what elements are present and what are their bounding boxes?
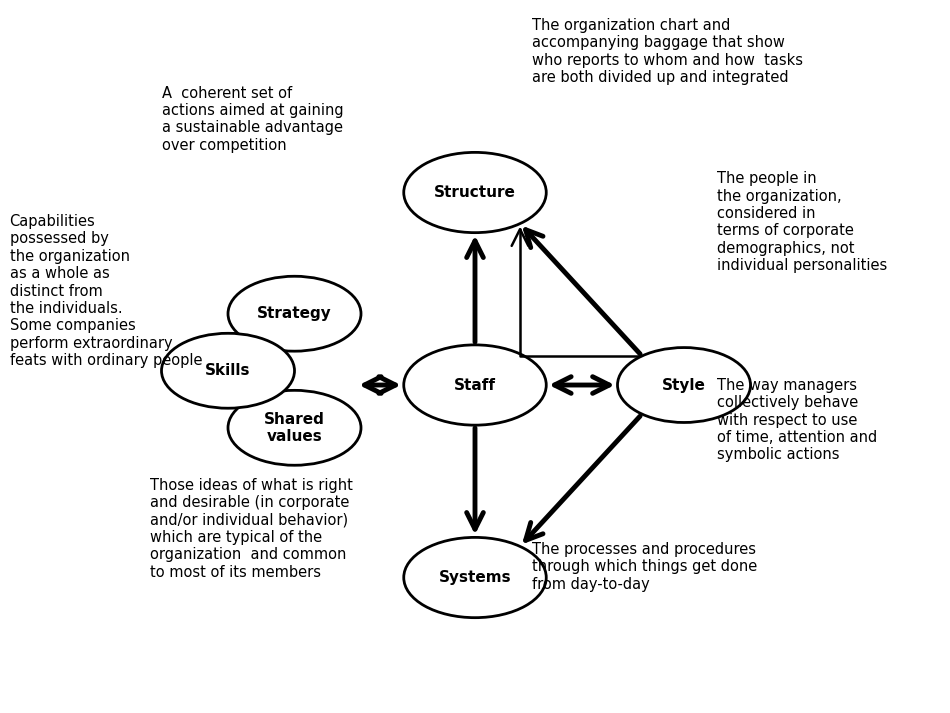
Text: Systems: Systems <box>439 570 511 585</box>
Ellipse shape <box>404 153 546 232</box>
Text: Strategy: Strategy <box>257 306 332 322</box>
Ellipse shape <box>228 276 361 352</box>
Text: Those ideas of what is right
and desirable (in corporate
and/or individual behav: Those ideas of what is right and desirab… <box>150 478 353 580</box>
Text: Structure: Structure <box>434 185 516 200</box>
Text: Capabilities
possessed by
the organization
as a whole as
distinct from
the indiv: Capabilities possessed by the organizati… <box>10 214 202 368</box>
Text: A  coherent set of
actions aimed at gaining
a sustainable advantage
over competi: A coherent set of actions aimed at gaini… <box>162 86 343 153</box>
Ellipse shape <box>162 333 294 409</box>
Ellipse shape <box>404 538 546 617</box>
Text: The processes and procedures
through which things get done
from day-to-day: The processes and procedures through whi… <box>532 542 757 592</box>
Text: Style: Style <box>662 377 706 393</box>
Text: Staff: Staff <box>454 377 496 393</box>
Text: Shared
values: Shared values <box>264 411 325 444</box>
Text: Skills: Skills <box>205 363 251 379</box>
Text: The people in
the organization,
considered in
terms of corporate
demographics, n: The people in the organization, consider… <box>717 171 887 273</box>
Ellipse shape <box>228 390 361 466</box>
Text: The way managers
collectively behave
with respect to use
of time, attention and
: The way managers collectively behave wit… <box>717 378 878 463</box>
Text: The organization chart and
accompanying baggage that show
who reports to whom an: The organization chart and accompanying … <box>532 18 803 85</box>
Ellipse shape <box>618 347 750 423</box>
Ellipse shape <box>404 345 546 425</box>
